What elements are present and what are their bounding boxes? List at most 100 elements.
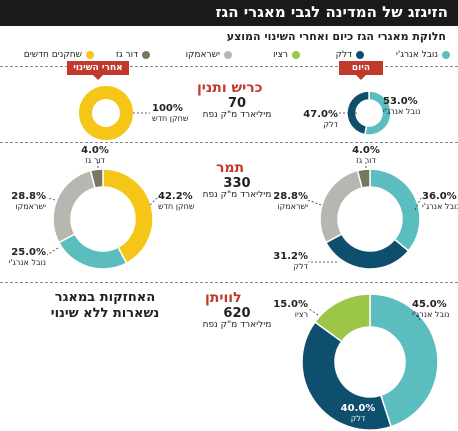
legend-swatch [442, 51, 450, 59]
legend-item: שחקנים חדשים [24, 48, 94, 62]
donut-slice [89, 168, 104, 189]
data-label-name: נובל אנרג'י [8, 258, 46, 267]
field-name-karish: כריש ותנין [197, 80, 263, 96]
leader-line [149, 197, 158, 206]
donut-slice [102, 168, 154, 265]
tag-after-change: אחרי השינוי [67, 61, 129, 80]
data-label: 53.0% נובל אנרג'י [383, 97, 420, 117]
data-label-value: 100% [152, 103, 183, 114]
data-label: 42.2% שחקן חדש [158, 192, 195, 212]
data-label: 25.0% נובל אנרג'י [0, 248, 46, 268]
data-label-value: 31.2% [273, 251, 308, 262]
data-label: 31.2% דלק [260, 252, 308, 272]
field-unit-leviathan: מיליארד מ"ק נפח [202, 320, 272, 330]
data-label: 47.0% דלק [298, 110, 338, 130]
legend: נובל אנרג'י דלק רציו ישראמקו דור גז שחקנ… [0, 48, 458, 64]
data-label-name: דור גז [356, 156, 376, 165]
data-label-name: שחקן חדש [152, 114, 189, 123]
chart-subtitle: חלוקת מאגרי הגז כיום ואחרי השינוי המוצע [226, 30, 446, 43]
data-label: 4.0% דור גז [75, 146, 115, 166]
data-label-name: דור גז [85, 156, 105, 165]
field-unit-karish: מיליארד מ"ק נפח [202, 110, 272, 120]
data-label-value: 53.0% [383, 96, 418, 107]
data-label-value: 25.0% [11, 247, 46, 258]
data-label-name: דלק [350, 414, 366, 423]
data-label: 28.8% ישראמקו [0, 192, 46, 212]
donut-slice [346, 90, 370, 136]
unchanged-note: האחזקות במאגר נשארות ללא שינוי [50, 290, 160, 321]
data-label-value: 40.0% [340, 403, 376, 414]
donut-slice [313, 293, 371, 343]
donut-leviathan [301, 293, 439, 431]
legend-label: דור גז [115, 50, 138, 60]
donut-tamar-after [52, 168, 154, 270]
donut-slice [319, 169, 363, 244]
legend-swatch [86, 51, 94, 59]
data-label-name: רציו [294, 310, 308, 319]
legend-item: רציו [273, 48, 300, 62]
data-label: 36.0% נובל אנרג'י [422, 192, 458, 212]
data-label-value: 28.8% [273, 191, 308, 202]
legend-label: רציו [273, 50, 288, 60]
data-label-name: דלק [323, 120, 338, 129]
field-volume-karish: 70 [227, 96, 247, 111]
donut-karish-after [79, 86, 133, 140]
leader-line [46, 247, 59, 256]
header-bar: הזיגזג של המדינה לגבי מאגרי הגז [0, 0, 458, 26]
donut-karish-today [346, 90, 392, 136]
data-label-name: נובל אנרג'י [422, 202, 458, 211]
legend-label: ישראמקו [185, 50, 220, 60]
divider [0, 142, 458, 143]
field-volume-leviathan: 620 [223, 306, 251, 321]
data-label-value: 15.0% [273, 299, 308, 310]
data-label-value: 4.0% [81, 145, 109, 156]
tag-today: היום [339, 61, 383, 80]
legend-item: ישראמקו [186, 48, 232, 62]
field-volume-tamar: 330 [223, 176, 251, 191]
legend-label: נובל אנרג'י [395, 50, 438, 60]
data-label-value: 36.0% [422, 191, 457, 202]
data-label-name: נובל אנרג'י [412, 310, 450, 319]
divider [0, 66, 458, 67]
data-label: 40.0% דלק [335, 404, 381, 424]
data-label: 4.0% דור גז [346, 146, 386, 166]
data-label-name: ישראמקו [277, 202, 308, 211]
donut-slice [356, 168, 371, 189]
legend-item: דור גז [116, 48, 150, 62]
field-name-tamar: תמר [216, 160, 245, 176]
data-label: 45.0% נובל אנרג'י [412, 300, 449, 320]
data-label: 15.0% רציו [262, 300, 308, 320]
data-label-name: דלק [293, 262, 308, 271]
donut-slice [52, 169, 96, 244]
legend-swatch [224, 51, 232, 59]
donut-slice [79, 86, 133, 140]
data-label-value: 42.2% [158, 191, 193, 202]
legend-swatch [142, 51, 150, 59]
data-label-name: נובל אנרג'י [383, 107, 421, 116]
data-label-name: ישראמקו [15, 202, 46, 211]
data-label-value: 45.0% [412, 299, 447, 310]
field-name-leviathan: לוויתן [205, 290, 242, 306]
donut-slice [301, 320, 392, 431]
donut-slice [57, 233, 128, 270]
donut-slice [369, 293, 439, 428]
leader-line [307, 199, 322, 206]
legend-item: דלק [336, 48, 364, 62]
data-label-value: 28.8% [11, 191, 46, 202]
legend-swatch [292, 51, 300, 59]
data-label: 100% שחקן חדש [152, 104, 189, 124]
donut-tamar-today [319, 168, 421, 270]
data-label-value: 47.0% [303, 109, 338, 120]
data-label-value: 4.0% [352, 145, 380, 156]
data-label-name: שחקן חדש [158, 202, 195, 211]
legend-label: דלק [335, 50, 352, 60]
legend-item: נובל אנרג'י [396, 48, 450, 62]
legend-label: שחקנים חדשים [23, 50, 82, 60]
legend-swatch [356, 51, 364, 59]
leader-line [307, 307, 319, 316]
leader-line [46, 197, 56, 201]
chart-title: הזיגזג של המדינה לגבי מאגרי הגז [215, 3, 448, 21]
donut-slice [369, 168, 421, 252]
data-label: 28.8% ישראמקו [262, 192, 308, 212]
